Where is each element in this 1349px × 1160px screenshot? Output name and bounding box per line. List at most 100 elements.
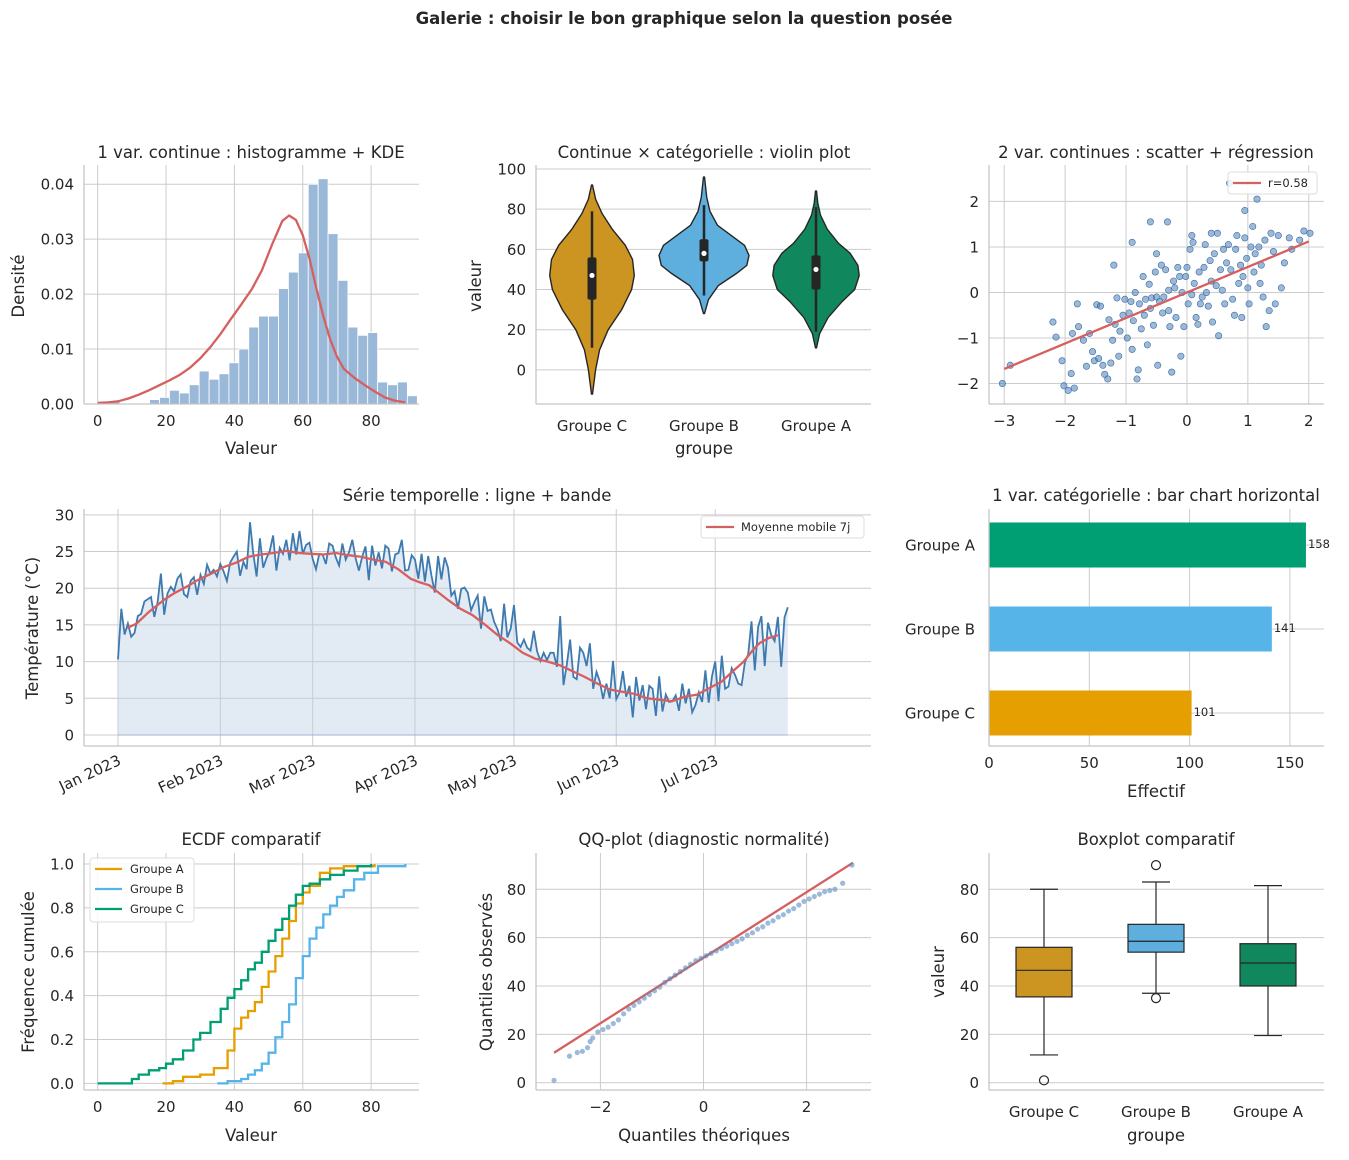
scatter-point — [1113, 294, 1121, 302]
ecdf-panel: 0 20 40 60 800.00.20.40.60.81.0 Groupe AGroup… — [19, 830, 419, 1145]
scatter-point — [1261, 236, 1269, 244]
qq-point — [822, 889, 828, 895]
scatter-y-tick-label: 1 — [969, 238, 979, 256]
scatter-point — [1146, 218, 1154, 226]
scatter-point — [1157, 261, 1165, 269]
scatter-point — [1064, 386, 1072, 394]
box-outlier — [1150, 859, 1162, 871]
hist-bar — [288, 271, 299, 405]
ecdf-x-tick-label: 0 — [93, 1098, 103, 1116]
ecdf-legend-label: Groupe A — [130, 862, 184, 876]
scatter-point — [1151, 268, 1159, 276]
qq-point — [713, 948, 719, 954]
scatter-x-tick-label: −2 — [1054, 412, 1076, 430]
timeseries-y-tick-label: 10 — [55, 653, 74, 671]
scatter-point — [1153, 250, 1161, 258]
qq-point — [827, 887, 833, 894]
violin-title: Continue × catégorielle : violin plot — [558, 143, 851, 162]
scatter-point — [1285, 234, 1293, 242]
violin-y-tick-label: 20 — [507, 321, 526, 339]
scatter-point — [1075, 323, 1083, 331]
ecdf-line-groupe-c — [97, 864, 373, 1085]
qq-y-tick-label: 80 — [507, 881, 526, 899]
scatter-point — [1073, 300, 1081, 308]
scatter-point — [1131, 288, 1139, 296]
qq-title: QQ-plot (diagnostic normalité) — [578, 830, 829, 849]
scatter-point — [1166, 323, 1174, 331]
qq-point — [636, 999, 642, 1005]
scatter-x-tick-label: 0 — [1182, 412, 1192, 430]
scatter-point — [1190, 279, 1198, 287]
scatter-x-tick-label: 1 — [1243, 412, 1253, 430]
scatter-point — [1245, 300, 1253, 308]
scatter-point — [1247, 243, 1255, 251]
box-x-tick-label: Groupe A — [1233, 1103, 1304, 1121]
qq-point — [579, 1048, 585, 1054]
qq-point — [566, 1053, 573, 1059]
qq-point — [595, 1029, 601, 1035]
hbar-y-tick-label: Groupe C — [905, 705, 975, 723]
box-y-axis-label: valeur — [929, 946, 948, 998]
histogram-panel: 0 20 40 60 80 0.00 0.01 0.02 0.03 0.04 1 var. cont… — [9, 143, 419, 458]
scatter-panel: −3 −2 −1 0 1 2 −2 −1 0 1 2 r=0.58 2 var. continues :… — [957, 143, 1324, 430]
scatter-point — [1140, 311, 1148, 319]
scatter-point — [1154, 361, 1162, 369]
ecdf-x-axis-label: Valeur — [225, 1126, 277, 1145]
scatter-point — [1142, 295, 1150, 303]
timeseries-y-tick-label: 0 — [64, 726, 74, 744]
scatter-point — [1052, 333, 1060, 341]
scatter-point — [1068, 329, 1076, 337]
ecdf-line-groupe-b — [217, 864, 407, 1085]
scatter-point — [1049, 318, 1057, 326]
hbar-x-tick-label: 100 — [1175, 754, 1204, 772]
hist-bar — [208, 378, 220, 405]
violin-median — [589, 272, 595, 279]
scatter-point — [1186, 245, 1194, 253]
qq-point — [615, 1017, 622, 1023]
scatter-point — [1176, 273, 1184, 281]
qq-point — [811, 893, 817, 900]
scatter-point — [1300, 227, 1308, 235]
scatter-point — [998, 380, 1006, 388]
hist-bar — [149, 399, 160, 405]
hist-y-tick-label: 0.04 — [41, 176, 74, 194]
timeseries-y-tick-label: 20 — [55, 580, 74, 598]
scatter-x-tick-label: 2 — [1304, 412, 1314, 430]
hist-title: 1 var. continue : histogramme + KDE — [97, 143, 404, 162]
ecdf-x-tick-label: 40 — [225, 1098, 244, 1116]
timeseries-y-tick-label: 15 — [55, 616, 74, 634]
scatter-point — [1183, 263, 1191, 271]
timeseries-y-tick-label: 25 — [55, 543, 74, 561]
scatter-point — [1251, 250, 1259, 258]
timeseries-y-axis-label: Température (°C) — [23, 557, 42, 700]
scatter-point — [1209, 318, 1217, 326]
hist-bar — [347, 326, 359, 405]
violin-x-tick-label: Groupe A — [781, 417, 852, 435]
timeseries-x-tick-label: Mar 2023 — [246, 751, 318, 797]
ecdf-legend-box — [89, 857, 195, 923]
scatter-x-tick-label: −1 — [1115, 412, 1137, 430]
scatter-legend-box — [1227, 171, 1318, 195]
hist-bar — [317, 178, 329, 405]
scatter-point — [1221, 300, 1229, 308]
violin-x-axis-label: groupe — [675, 439, 733, 458]
ecdf-y-axis-label: Fréquence cumulée — [19, 891, 38, 1053]
hbar-bar — [989, 606, 1272, 652]
hbar-panel: 0 50 100 150 158 Groupe A 141 Groupe B 101 Groupe… — [905, 486, 1330, 801]
timeseries-legend-label: Moyenne mobile 7j — [741, 520, 850, 534]
scatter-point — [1296, 236, 1304, 244]
timeseries-moving-average — [126, 549, 779, 703]
timeseries-x-tick-label: Apr 2023 — [351, 751, 421, 796]
violin-y-tick-label: 0 — [516, 361, 526, 379]
scatter-point — [1128, 345, 1136, 353]
ecdf-y-tick-label: 1.0 — [50, 855, 74, 873]
scatter-point — [1306, 229, 1314, 237]
hist-bar — [327, 233, 339, 405]
scatter-point — [1239, 273, 1247, 281]
scatter-point — [1060, 382, 1068, 390]
qq-point — [641, 995, 647, 1001]
box-y-tick-label: 40 — [960, 978, 979, 996]
scatter-point — [1070, 384, 1078, 392]
violin-x-tick-label: Groupe B — [669, 417, 739, 435]
scatter-point — [1129, 317, 1137, 325]
